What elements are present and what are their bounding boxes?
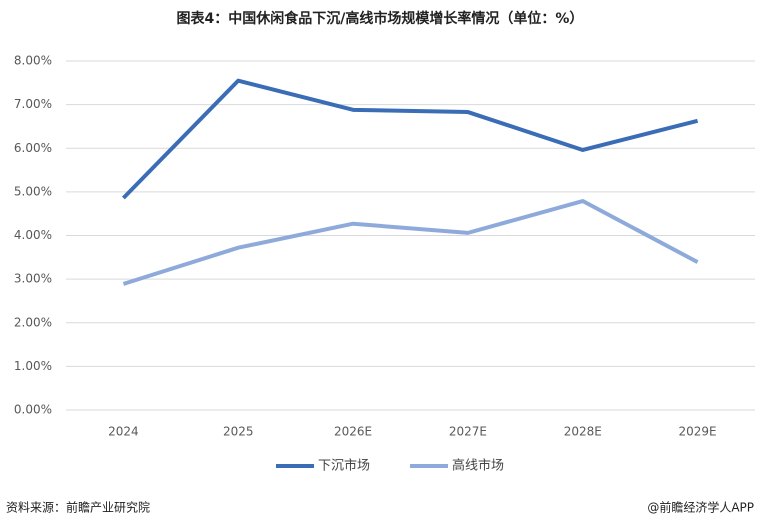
source: 资料来源：前瞻产业研究院 (6, 500, 150, 515)
y-tick-label: 5.00% (14, 184, 52, 198)
chart-title: 图表4：中国休闲食品下沉/高线市场规模增长率情况（单位：%） (177, 10, 584, 27)
y-tick-label: 1.00% (14, 359, 52, 373)
brand: @前瞻经济学人APP (647, 500, 754, 515)
x-tick-label: 2026E (334, 425, 372, 439)
x-tick-label: 2027E (449, 425, 487, 439)
series-line (121, 78, 699, 200)
y-tick-label: 6.00% (14, 141, 52, 155)
series-line (122, 199, 699, 286)
y-tick-label: 3.00% (14, 272, 52, 286)
x-tick-label: 2029E (679, 425, 717, 439)
y-tick-label: 4.00% (14, 228, 52, 242)
y-tick-label: 8.00% (14, 54, 52, 68)
y-tick-label: 7.00% (14, 97, 52, 111)
x-tick-label: 2025 (223, 425, 254, 439)
legend-label: 下沉市场 (318, 458, 370, 474)
y-tick-label: 0.00% (14, 403, 52, 417)
y-tick-label: 2.00% (14, 315, 52, 329)
x-tick-label: 2024 (108, 425, 139, 439)
legend-label: 高线市场 (452, 458, 504, 474)
x-tick-label: 2028E (564, 425, 602, 439)
